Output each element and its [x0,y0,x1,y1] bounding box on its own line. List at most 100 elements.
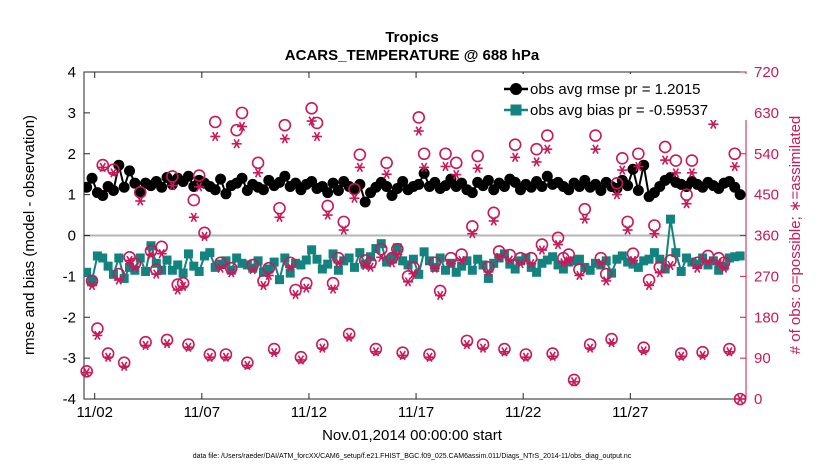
obs-possible-marker [305,102,318,115]
obs-possible-marker [273,201,286,215]
obs-assimilated-marker [638,346,649,356]
legend-rmse-marker [510,83,522,95]
obs-possible-marker [160,333,174,347]
obs-possible-marker [605,332,618,346]
rmse-marker [482,174,494,186]
obs-assimilated-marker [306,116,317,126]
bias-marker [205,248,215,258]
bias-marker [98,253,108,263]
asterisk-stroke [704,257,712,267]
obs-possible-marker [155,240,168,254]
asterisk-stroke [131,262,139,273]
obs-assimilated-marker [585,343,596,353]
obs-assimilated-marker [311,131,322,142]
asterisk-stroke [260,280,267,291]
bias-marker [387,253,397,263]
asterisk-stroke [694,263,701,273]
asterisk-stroke [265,270,272,281]
asterisk-stroke [431,263,439,273]
bias-marker [232,253,242,263]
asterisk-stroke [463,339,471,350]
obs-assimilated-marker [220,352,231,362]
asterisk-stroke [495,252,503,263]
legend-rmse-label: obs avg rmse pr = 1.2015 [530,81,701,98]
asterisk-stroke [592,144,599,154]
asterisk-stroke [635,161,642,172]
obs-possible-marker [466,220,479,233]
y-right-tick-label: 630 [754,105,779,122]
obs-possible-marker [583,338,597,351]
obs-assimilated-marker [429,263,440,273]
asterisk-stroke [479,343,487,353]
obs-assimilated-marker [365,262,376,273]
obs-assimilated-marker [424,352,435,362]
bias-marker [274,275,284,285]
obs-possible-marker [669,154,683,167]
asterisk-stroke [356,162,364,173]
bias-marker [676,266,686,276]
rmse-marker [466,187,478,199]
bias-marker [655,254,665,264]
asterisk-stroke [677,351,685,362]
asterisk-stroke [303,283,310,293]
obs-possible-marker [321,199,334,213]
obs-possible-marker [626,247,640,260]
obs-assimilated-marker [660,155,671,165]
bias-marker [542,255,552,265]
rmse-marker [118,181,130,193]
asterisk-stroke [324,210,331,220]
obs-possible-marker [278,118,292,132]
y-left-tick-label: -2 [63,309,76,326]
asterisk-stroke [485,267,492,277]
obs-possible-marker [262,261,276,275]
asterisk-stroke [238,121,246,132]
obs-assimilated-marker [708,119,719,129]
x-tick-label: 11/27 [612,404,648,421]
asterisk-stroke [351,193,358,204]
obs-assimilated-marker [183,342,194,352]
asterisk-stroke [656,267,663,278]
obs-possible-marker [374,242,388,256]
bias-marker [682,253,692,263]
bias-marker [467,265,477,275]
bias-marker [537,258,547,268]
asterisk-stroke [142,340,149,351]
bias-marker [558,264,568,274]
obs-assimilated-marker [536,245,547,255]
asterisk-stroke [726,347,733,357]
obs-possible-marker [471,149,484,163]
obs-assimilated-marker [279,134,290,144]
asterisk-stroke [313,131,321,142]
obs-possible-marker [685,154,699,167]
asterisk-stroke [88,280,96,291]
obs-assimilated-marker [81,367,92,378]
bias-marker [569,256,579,266]
asterisk-stroke [731,161,738,172]
asterisk-stroke [699,350,706,361]
rmse-marker [622,180,634,192]
obs-count-layer [80,97,747,406]
asterisk-stroke [544,144,551,154]
bias-marker [269,257,279,267]
obs-possible-marker [551,231,565,245]
bias-marker [692,259,702,269]
obs-assimilated-marker [178,281,189,292]
asterisk-stroke [619,165,626,175]
bias-marker [398,256,408,266]
asterisk-stroke [549,351,556,362]
y-right-tick-label: 360 [754,228,779,245]
y-left-tick-label: 1 [68,187,76,204]
obs-assimilated-marker [253,168,264,178]
obs-possible-marker [728,147,742,161]
obs-assimilated-marker [322,210,333,220]
asterisk-stroke [640,346,647,356]
asterisk-stroke [254,168,262,178]
obs-possible-marker [176,276,190,290]
obs-assimilated-marker [333,258,344,268]
bias-marker [296,260,306,270]
obs-assimilated-marker [162,338,173,349]
obs-assimilated-marker [563,256,574,266]
asterisk-stroke [404,277,412,287]
asterisk-stroke [212,131,219,142]
bias-marker [510,264,520,274]
